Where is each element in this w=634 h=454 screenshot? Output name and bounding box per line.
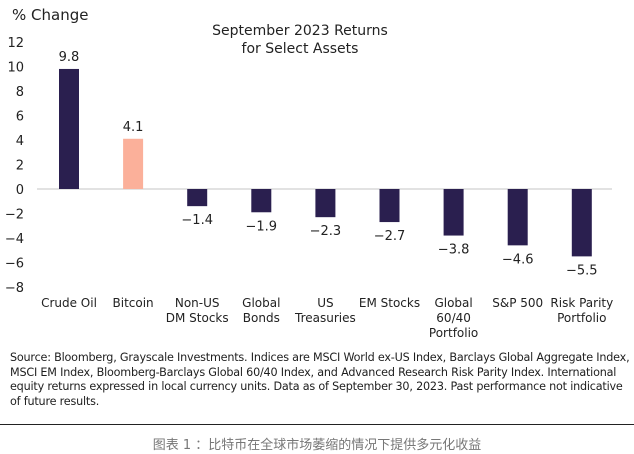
y-tick-label: 2 bbox=[16, 159, 24, 174]
value-label: 9.8 bbox=[59, 50, 80, 65]
y-tick-label: 8 bbox=[16, 85, 24, 100]
value-label: 4.1 bbox=[123, 120, 144, 135]
y-tick-label: −8 bbox=[5, 281, 24, 296]
value-label: −2.3 bbox=[310, 224, 342, 239]
category-label: Crude Oil bbox=[41, 296, 97, 310]
y-tick-label: −6 bbox=[5, 257, 24, 272]
category-label: Global bbox=[434, 296, 472, 310]
bar bbox=[123, 138, 144, 189]
bar-chart: 12 10 8 6 4 2 0 −2 −4 −6 −8 9.8 Crude Oil 4.1 Bitcoin −… bbox=[5, 36, 613, 340]
value-label: −1.9 bbox=[246, 219, 278, 234]
bar bbox=[571, 189, 592, 257]
bar bbox=[59, 68, 79, 189]
category-label: Portfolio bbox=[557, 311, 606, 325]
category-label: Risk Parity bbox=[550, 296, 613, 310]
chart-title-line-1: September 2023 Returns bbox=[212, 23, 388, 39]
category-label: EM Stocks bbox=[359, 296, 420, 310]
bar bbox=[379, 189, 400, 223]
category-label: Non-US bbox=[175, 296, 220, 310]
source-note: Source: Bloomberg, Grayscale Investments… bbox=[10, 351, 630, 408]
chart-title: September 2023 Returns for Select Assets bbox=[200, 22, 400, 58]
bar bbox=[443, 189, 464, 236]
category-label: S&P 500 bbox=[492, 296, 543, 310]
category-label: DM Stocks bbox=[166, 311, 229, 325]
category-label: Portfolio bbox=[429, 326, 478, 340]
category-label: Treasuries bbox=[294, 311, 356, 325]
chart-title-line-2: for Select Assets bbox=[241, 41, 359, 57]
ylabel: % Change bbox=[12, 6, 89, 24]
value-label: −5.5 bbox=[566, 263, 598, 278]
y-tick-label: 6 bbox=[16, 110, 24, 125]
y-tick-label: 10 bbox=[7, 61, 24, 76]
y-tick-label: 0 bbox=[16, 183, 24, 198]
category-label: Global bbox=[242, 296, 280, 310]
value-label: −4.6 bbox=[502, 252, 534, 267]
category-label: US bbox=[317, 296, 333, 310]
y-tick-label: −4 bbox=[5, 232, 24, 247]
y-tick-label: 4 bbox=[16, 134, 24, 149]
bar bbox=[315, 189, 336, 218]
bar bbox=[251, 189, 272, 213]
y-tick-label: 12 bbox=[7, 36, 24, 51]
category-label: Bonds bbox=[243, 311, 280, 325]
bar bbox=[187, 189, 208, 207]
divider bbox=[0, 424, 634, 425]
category-label: 60/40 bbox=[436, 311, 471, 325]
value-label: −1.4 bbox=[181, 213, 213, 228]
y-tick-label: −2 bbox=[5, 208, 24, 223]
value-label: −3.8 bbox=[438, 243, 470, 258]
value-label: −2.7 bbox=[374, 229, 406, 244]
figure-caption: 图表 1 ：比特币在全球市场萎缩的情况下提供多元化收益 bbox=[152, 438, 482, 453]
category-label: Bitcoin bbox=[113, 296, 154, 310]
bar bbox=[507, 189, 528, 246]
